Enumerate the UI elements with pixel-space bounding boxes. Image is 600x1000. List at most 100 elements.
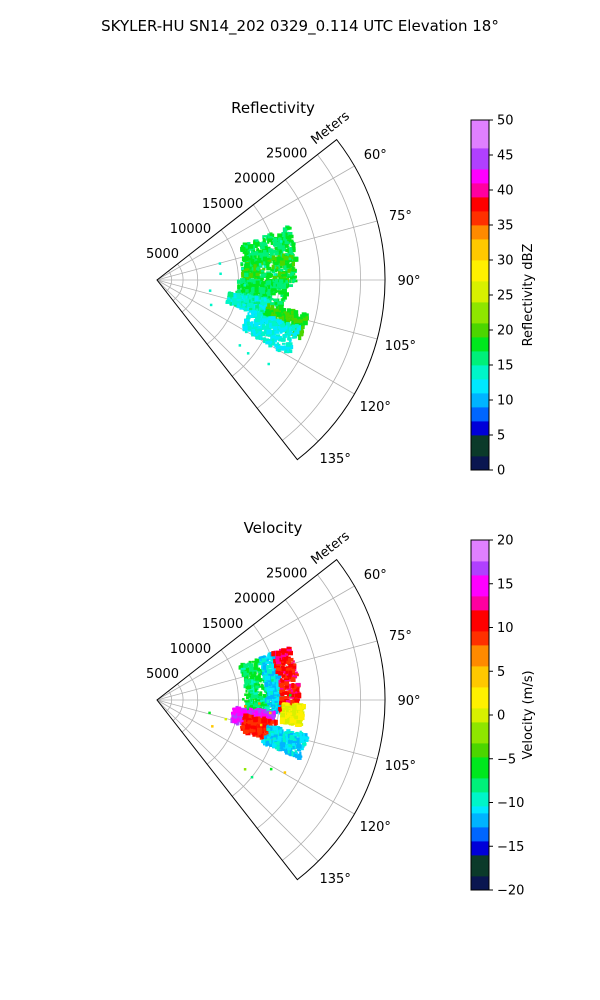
echo-cell: [251, 254, 256, 259]
echo-cell: [263, 725, 266, 729]
echo-cell: [249, 305, 253, 310]
colorbar-band: [471, 771, 489, 779]
echo-cell: [290, 689, 293, 693]
echo-cell: [256, 718, 262, 723]
echo-cell: [276, 319, 282, 325]
range-ring: [282, 154, 361, 441]
echo-cell: [253, 271, 256, 277]
echo-cell: [255, 240, 260, 246]
echo-cell: [272, 243, 278, 247]
echo-cell: [278, 742, 282, 747]
echo-cell: [288, 232, 293, 236]
echo-cell: [242, 245, 248, 249]
echo-cell: [293, 717, 299, 722]
echo-cell: [249, 679, 254, 685]
colorbar-band: [471, 421, 489, 429]
echo-cell: [262, 694, 267, 700]
echo-cell: [277, 255, 281, 259]
echo-cell: [275, 656, 280, 662]
range-ring: [172, 263, 184, 301]
echo-cell: [293, 704, 297, 710]
echo-cell: [255, 318, 260, 322]
colorbar: 0 5 10 15 20 25 30 35 40 45 50 Reflectivity dBZ: [470, 114, 536, 479]
echo-cell: [266, 668, 273, 674]
echo-cell: [285, 749, 288, 755]
echo-cell: [275, 306, 279, 310]
echo-cell: [241, 714, 245, 719]
echo-cell: [267, 293, 270, 297]
echo-cell: [259, 677, 262, 683]
colorbar-band: [471, 155, 489, 163]
echo-cell: [274, 330, 280, 334]
echo-cell: [277, 233, 283, 238]
echo-cell: [260, 700, 265, 706]
echo-cell: [287, 747, 292, 751]
echo-cell: [262, 674, 267, 680]
echo-cell: [247, 312, 250, 318]
colorbar-band: [471, 589, 489, 597]
echo-cell: [298, 335, 301, 340]
echo-cell: [291, 316, 297, 321]
echo-cell: [247, 242, 251, 245]
echo-cell: [304, 316, 308, 320]
range-ring: [181, 254, 199, 313]
echo-cell: [257, 706, 260, 710]
echo-cell: [269, 727, 273, 731]
colorbar-band: [471, 428, 489, 436]
echo-cell: [275, 289, 278, 294]
echo-cell: [241, 274, 245, 278]
azimuth-tick-label: 60°: [364, 148, 387, 163]
echo-cell: [302, 733, 305, 738]
colorbar-band: [471, 400, 489, 408]
echo-cell: [294, 693, 301, 698]
colorbar-band: [471, 694, 489, 702]
echo-cell: [274, 744, 277, 747]
echo-cell: [295, 753, 301, 759]
echo-cell: [235, 300, 240, 304]
colorbar-band: [471, 330, 489, 338]
echo-cell: [284, 681, 290, 686]
echo-cell: [273, 674, 277, 678]
colorbar-band: [471, 169, 489, 177]
echo-cell: [287, 748, 290, 754]
echo-cell: [270, 740, 274, 745]
echo-cell: [262, 235, 265, 240]
range-tick-label: 20000: [234, 592, 275, 607]
echo-cell: [287, 683, 292, 687]
echo-cell: [240, 295, 246, 300]
echo-cell: [250, 258, 255, 265]
echo-cell: [245, 304, 248, 308]
echo-cell: [264, 660, 268, 666]
echo-cell: [298, 732, 302, 735]
echo-cell: [286, 330, 290, 333]
echo-cell: [273, 268, 278, 273]
echo-cell: [288, 284, 294, 288]
echo-cell: [272, 717, 276, 721]
range-tick-label: 5000: [146, 667, 179, 682]
echo-cell: [266, 679, 269, 684]
colorbar-band: [471, 288, 489, 296]
echo-cell: [277, 348, 281, 353]
echo-cell: [280, 323, 285, 329]
echo-cell: [243, 768, 247, 771]
echo-cell: [263, 727, 268, 732]
echo-cell: [280, 308, 286, 314]
echo-cell: [283, 282, 287, 288]
echo-cell: [287, 268, 291, 273]
colorbar-band: [471, 316, 489, 324]
echo-cell: [280, 692, 283, 696]
echo-cell: [268, 248, 273, 253]
echo-cell: [263, 297, 267, 302]
echo-cell: [283, 234, 286, 240]
echo-cell: [247, 662, 251, 666]
echo-cell: [257, 287, 263, 292]
echo-cell: [268, 256, 272, 259]
echo-cell: [252, 331, 256, 336]
colorbar-band: [471, 729, 489, 737]
echo-cell: [275, 334, 281, 337]
echo-cell: [260, 719, 264, 724]
echo-cell: [240, 246, 246, 251]
echo-cell: [247, 306, 250, 312]
echo-cell: [286, 257, 292, 261]
figure-title: SKYLER-HU SN14_202 0329_0.114 UTC Elevat…: [101, 17, 499, 36]
